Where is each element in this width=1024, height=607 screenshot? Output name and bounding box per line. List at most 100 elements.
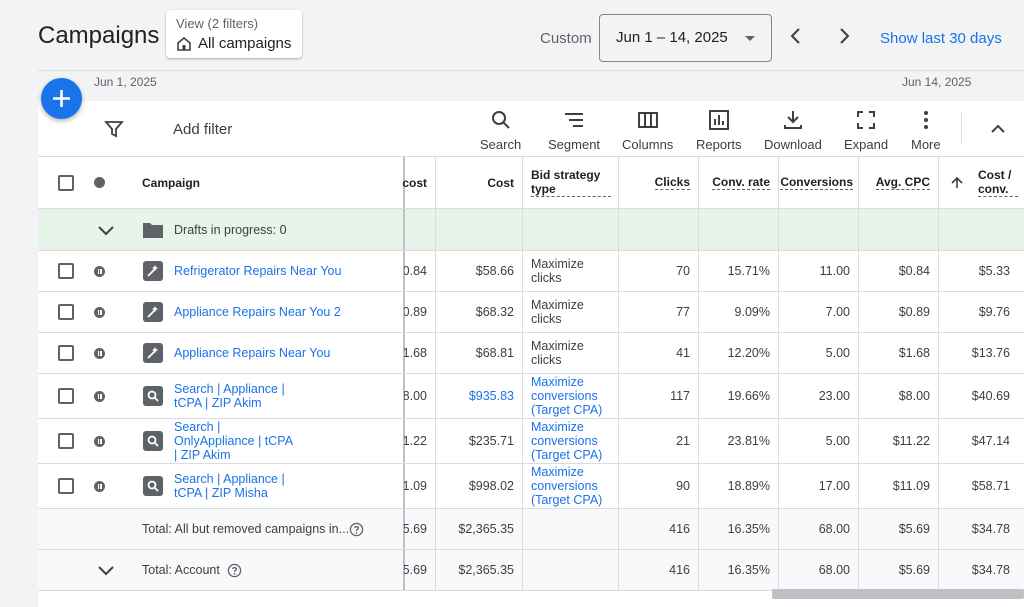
view-filter-count: View (2 filters) <box>176 16 259 31</box>
campaign-name-link[interactable]: Appliance Repairs Near You 2 <box>174 305 341 319</box>
chevron-left-icon[interactable] <box>784 24 808 48</box>
tool-label: Expand <box>844 137 889 152</box>
header-avg-cpc[interactable]: Avg. CPC <box>875 175 930 190</box>
timeline-strip: Jun 1, 2025 Jun 14, 2025 <box>38 70 1024 101</box>
row-checkbox[interactable] <box>58 263 74 279</box>
filter-icon[interactable] <box>104 119 124 139</box>
tool-search[interactable]: Search <box>480 109 521 152</box>
cost-cell: $998.02 <box>468 479 514 493</box>
arrow-up-icon[interactable] <box>950 176 964 190</box>
campaign-name-link[interactable]: Appliance Repairs Near You <box>174 346 331 360</box>
table-toolbar: Add filter Search Segment Columns Report… <box>38 101 1024 157</box>
row-checkbox[interactable] <box>58 433 74 449</box>
drafts-row[interactable]: Drafts in progress: 0 <box>38 209 1024 251</box>
tool-segment[interactable]: Segment <box>548 109 600 152</box>
tool-label: Reports <box>696 137 742 152</box>
header-bid-strategy[interactable]: Bid strategy type <box>531 168 611 197</box>
header-cost-per-conv[interactable]: Cost / conv. <box>978 168 1018 197</box>
search-icon <box>491 111 510 129</box>
table-row[interactable]: Search | Appliance | tCPA | ZIP Akim 8.0… <box>38 374 1024 419</box>
clicks-cell: 41 <box>676 346 690 360</box>
chevron-down-icon[interactable] <box>96 220 116 240</box>
conversions-cell: 17.00 <box>818 479 850 493</box>
performance-campaign-icon <box>143 343 163 363</box>
campaign-name-link[interactable]: Search | Appliance | tCPA | ZIP Misha <box>174 472 285 500</box>
table-row[interactable]: Refrigerator Repairs Near You 0.84 $58.6… <box>38 251 1024 292</box>
total-conv-rate: 16.35% <box>727 563 770 577</box>
paused-status-icon[interactable] <box>94 480 105 492</box>
header-clicks[interactable]: Clicks <box>654 175 690 190</box>
cost-cell: $68.81 <box>475 346 514 360</box>
table-row[interactable]: Search | OnlyAppliance | tCPA | ZIP Akim… <box>38 419 1024 464</box>
header-campaign[interactable]: Campaign <box>142 175 201 190</box>
view-selector[interactable]: View (2 filters) All campaigns <box>166 10 302 58</box>
chevron-right-icon[interactable] <box>832 24 856 48</box>
date-range-select[interactable]: Jun 1 – 14, 2025 <box>599 14 772 62</box>
total-clicks: 416 <box>669 563 690 577</box>
partial-cost-cell: 0.89 <box>404 305 427 319</box>
paused-status-icon[interactable] <box>94 347 105 359</box>
show-last-30-days-link[interactable]: Show last 30 days <box>880 30 1002 47</box>
avg-cpc-cell: $11.22 <box>892 434 930 448</box>
paused-status-icon[interactable] <box>94 435 105 447</box>
campaign-name-link[interactable]: Search | Appliance | tCPA | ZIP Akim <box>174 382 285 410</box>
help-icon[interactable] <box>349 522 364 537</box>
row-checkbox[interactable] <box>58 345 74 361</box>
conv-rate-cell: 9.09% <box>734 305 770 319</box>
chevron-up-icon[interactable] <box>988 119 1008 139</box>
avg-cpc-cell: $11.09 <box>892 479 930 493</box>
tool-expand[interactable]: Expand <box>844 109 888 152</box>
paused-status-icon[interactable] <box>94 390 105 402</box>
header-cost-partial[interactable]: cost <box>402 175 427 190</box>
header-conv-rate[interactable]: Conv. rate <box>712 175 770 190</box>
add-filter-button[interactable]: Add filter <box>173 121 233 138</box>
tool-reports[interactable]: Reports <box>696 109 742 152</box>
row-checkbox[interactable] <box>58 388 74 404</box>
cost-cell: $58.66 <box>475 264 514 278</box>
drafts-label: Drafts in progress: 0 <box>174 222 287 237</box>
tool-columns[interactable]: Columns <box>622 109 673 152</box>
campaign-name-link[interactable]: Refrigerator Repairs Near You <box>174 264 342 278</box>
select-all-checkbox[interactable] <box>58 174 74 191</box>
bid-strategy-cell[interactable]: Maximize conversions (Target CPA) <box>531 420 603 462</box>
bid-strategy-cell: Maximize clicks <box>531 257 584 285</box>
add-campaign-button[interactable] <box>41 78 82 119</box>
horizontal-scrollbar[interactable] <box>772 589 1024 599</box>
table-row[interactable]: Search | Appliance | tCPA | ZIP Misha 1.… <box>38 464 1024 509</box>
date-range-type: Custom <box>540 30 592 47</box>
campaign-name-link[interactable]: Search | OnlyAppliance | tCPA | ZIP Akim <box>174 420 293 462</box>
chevron-down-icon[interactable] <box>96 560 116 580</box>
cost-per-conv-cell: $9.76 <box>978 305 1010 319</box>
status-column-icon <box>94 177 105 188</box>
bid-strategy-cell[interactable]: Maximize conversions (Target CPA) <box>531 465 603 507</box>
avg-cpc-cell: $1.68 <box>898 346 930 360</box>
total-clicks: 416 <box>669 522 690 536</box>
date-range-value: Jun 1 – 14, 2025 <box>616 29 728 46</box>
campaigns-table: Campaign cost Cost Bid strategy type Cli… <box>38 157 1024 607</box>
plus-icon <box>53 90 70 107</box>
tool-more[interactable]: More <box>911 109 941 152</box>
table-row[interactable]: Appliance Repairs Near You 2 0.89 $68.32… <box>38 292 1024 333</box>
page-title: Campaigns <box>38 22 160 49</box>
clicks-cell: 21 <box>676 434 690 448</box>
search-campaign-icon <box>143 476 163 496</box>
total-cost: $2,365.35 <box>458 563 514 577</box>
tool-download[interactable]: Download <box>764 109 822 152</box>
row-checkbox[interactable] <box>58 304 74 320</box>
more-vert-icon <box>923 111 928 129</box>
total-row: Total: Account 5.69 $2,365.35 416 16.35%… <box>38 550 1024 591</box>
bid-strategy-cell[interactable]: Maximize conversions (Target CPA) <box>531 375 603 417</box>
header-conversions[interactable]: Conversions <box>780 175 853 190</box>
bid-strategy-cell: Maximize clicks <box>531 298 584 326</box>
row-checkbox[interactable] <box>58 478 74 494</box>
conv-rate-cell: 23.81% <box>727 434 770 448</box>
conversions-cell: 11.00 <box>819 264 850 278</box>
header-cost[interactable]: Cost <box>487 175 514 190</box>
table-row[interactable]: Appliance Repairs Near You 1.68 $68.81 M… <box>38 333 1024 374</box>
help-icon[interactable] <box>227 563 242 578</box>
paused-status-icon[interactable] <box>94 306 105 318</box>
performance-campaign-icon <box>143 261 163 281</box>
cost-cell[interactable]: $935.83 <box>468 389 514 403</box>
paused-status-icon[interactable] <box>94 265 105 277</box>
bid-strategy-cell: Maximize clicks <box>531 339 584 367</box>
